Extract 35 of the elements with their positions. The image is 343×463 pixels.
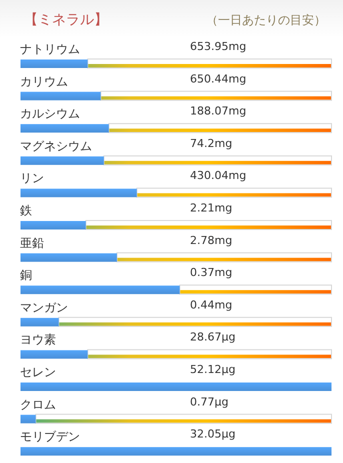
- y-tick-label: マグネシウム: [20, 138, 92, 153]
- annotation: 653.95mg: [190, 40, 246, 53]
- bar: [20, 318, 59, 326]
- bar: [20, 382, 332, 391]
- y-tick-label: マンガン: [20, 300, 68, 314]
- y-tick-label: 銅: [20, 268, 32, 282]
- annotation: 2.78mg: [190, 234, 232, 247]
- annotation: 28.67μg: [190, 330, 236, 344]
- annotation: 32.05μg: [190, 428, 236, 441]
- y-tick-label: ナトリウム: [20, 42, 80, 56]
- y-tick-label: ヨウ素: [20, 332, 56, 347]
- y-tick-label: モリブデン: [20, 430, 80, 444]
- y-tick-label: 鉄: [20, 204, 32, 218]
- annotation: 0.77μg: [190, 395, 228, 408]
- y-tick-label: リン: [20, 171, 44, 186]
- y-tick-label: セレン: [20, 365, 56, 379]
- annotation: 74.2mg: [190, 136, 232, 150]
- annotation: 0.44mg: [190, 298, 232, 312]
- annotation: 0.37mg: [190, 266, 232, 280]
- annotation: 2.21mg: [190, 202, 232, 214]
- bar: [20, 447, 332, 456]
- bar: [20, 350, 88, 359]
- y-tick-label: カルシウム: [20, 106, 80, 121]
- y-tick-label: クロム: [20, 397, 56, 412]
- chart-title: 【ミネラル】: [24, 12, 108, 28]
- bar: [20, 414, 36, 424]
- annotation: 430.04mg: [190, 169, 246, 182]
- annotation: 188.07mg: [190, 104, 246, 118]
- annotation: 650.44mg: [190, 72, 246, 86]
- chart-subtitle: （一日あたりの目安）: [206, 13, 326, 27]
- annotation: 52.12μg: [190, 363, 236, 376]
- bar: [20, 221, 86, 230]
- bar: [20, 60, 88, 68]
- y-tick-label: 亜鉛: [20, 236, 44, 250]
- y-tick-label: カリウム: [20, 74, 68, 88]
